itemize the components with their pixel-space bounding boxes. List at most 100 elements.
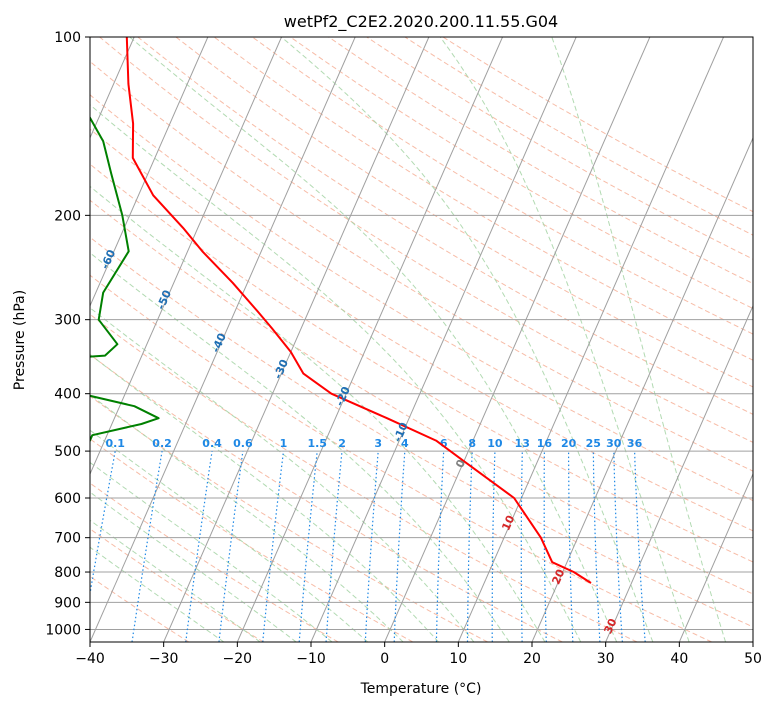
- y-tick-label: 200: [54, 208, 81, 224]
- mixing-ratio-label: 10: [487, 437, 503, 450]
- temperature-profile: [125, 37, 592, 584]
- isotherm-label: -80: [0, 172, 4, 196]
- moist-adiabat: [90, 491, 297, 642]
- moist-adiabat: [551, 37, 727, 642]
- dry-adiabat: [90, 395, 488, 642]
- isotherm-label: 30: [601, 616, 619, 636]
- mixing-ratio-line: [90, 450, 116, 597]
- x-tick-label: 10: [449, 651, 467, 667]
- mixing-ratio-line: [568, 451, 574, 642]
- x-tick-label: 30: [597, 651, 615, 667]
- mixing-ratio-line: [298, 451, 318, 642]
- isotherm-line: [0, 37, 61, 642]
- mixing-ratio-label: 25: [586, 437, 601, 450]
- dry-adiabat: [90, 575, 190, 642]
- mixing-ratio-label: 0.4: [202, 437, 222, 450]
- isotherm-line: [605, 304, 753, 642]
- mixing-ratio-label: 36: [627, 437, 643, 450]
- x-tick-label: −10: [296, 651, 326, 667]
- dry-adiabat: [90, 128, 753, 532]
- isotherm-label: 10: [499, 513, 517, 533]
- mixing-ratio-line: [364, 451, 379, 642]
- moist-adiabat: [439, 37, 690, 642]
- dry-adiabat: [90, 60, 753, 472]
- dry-adiabat: [290, 37, 753, 310]
- moist-adiabat: [90, 104, 582, 642]
- isotherm-line: [90, 37, 356, 642]
- mixing-ratio-line: [185, 451, 213, 642]
- moist-adiabat: [90, 252, 510, 642]
- chart-title: wetPf2_C2E2.2020.200.11.55.G04: [284, 12, 558, 32]
- mixing-ratio-label: 0.2: [152, 437, 172, 450]
- mixing-ratio-label: 1.5: [307, 437, 327, 450]
- mixing-ratio-line: [634, 451, 646, 642]
- dry-adiabat: [90, 313, 638, 642]
- y-tick-label: 900: [54, 595, 81, 611]
- isotherm-line: [678, 472, 753, 642]
- isotherm-label: -60: [98, 247, 118, 271]
- dry-adiabat: [90, 274, 712, 642]
- dry-adiabat: [99, 37, 753, 443]
- mixing-ratio-label: 4: [401, 437, 409, 450]
- dry-adiabat: [328, 37, 753, 285]
- y-tick-label: 500: [54, 444, 81, 460]
- x-tick-label: 20: [523, 651, 541, 667]
- dry-adiabat: [213, 37, 753, 361]
- isotherm-line: [310, 37, 577, 642]
- dry-adiabat: [90, 353, 563, 642]
- y-tick-label: 600: [54, 491, 81, 507]
- y-tick-label: 800: [54, 565, 81, 581]
- isotherm-label: -20: [333, 384, 353, 408]
- x-tick-label: −20: [223, 651, 253, 667]
- moist-adiabat: [90, 394, 404, 642]
- mixing-ratio-label: 20: [561, 437, 577, 450]
- x-axis-label: Temperature (°C): [360, 681, 482, 697]
- isotherm-label: -50: [154, 288, 174, 312]
- mixing-ratio-label: 30: [606, 437, 622, 450]
- isotherm-label: -40: [209, 331, 229, 355]
- y-tick-label: 300: [54, 313, 81, 329]
- moist-adiabat: [90, 353, 439, 642]
- plot-area: 0.10.20.40.611.52346810131620253036-100-…: [0, 37, 753, 642]
- mixing-ratio-line: [435, 451, 445, 642]
- isotherm-line: [457, 37, 724, 642]
- mixing-ratio-line: [262, 451, 285, 642]
- moist-adiabat: [90, 461, 333, 642]
- mixing-ratio-line: [325, 451, 343, 642]
- mixing-ratio-label: 1: [280, 437, 288, 450]
- axes: −40 −30 −20 −10 0 10 20 30 40 5010020030040050060…: [45, 30, 762, 667]
- moist-adiabat: [90, 185, 546, 642]
- isotherm-line: [384, 37, 651, 642]
- mixing-ratio-line: [393, 451, 406, 642]
- dry-adiabat: [90, 199, 753, 595]
- dry-adiabat: [442, 37, 753, 213]
- x-tick-label: 50: [744, 651, 762, 667]
- mixing-ratio-label: 0.6: [233, 437, 253, 450]
- mixing-ratio-label: 8: [468, 437, 476, 450]
- y-tick-label: 700: [54, 531, 81, 547]
- mixing-ratio-label: 6: [440, 437, 448, 450]
- x-tick-label: 40: [670, 651, 688, 667]
- mixing-ratio-label: 3: [374, 437, 382, 450]
- moist-adiabat: [90, 519, 261, 642]
- x-tick-label: −40: [75, 651, 105, 667]
- dry-adiabat: [175, 37, 753, 388]
- mixing-ratio-label: 2: [338, 437, 346, 450]
- moist-adiabat: [281, 37, 654, 642]
- dry-adiabat: [90, 482, 339, 642]
- x-tick-label: −30: [149, 651, 179, 667]
- isotherm-line: [531, 136, 753, 642]
- x-tick-label: 0: [380, 651, 389, 667]
- y-axis-label: Pressure (hPa): [12, 290, 28, 390]
- mixing-ratio-line: [592, 451, 601, 642]
- isotherm-line: [163, 37, 430, 642]
- dewpoint-profile: [90, 115, 160, 443]
- y-tick-label: 1000: [45, 622, 81, 638]
- isotherm-line: [236, 37, 503, 642]
- plot-frame: [89, 36, 754, 643]
- dry-adiabat: [90, 94, 753, 502]
- dry-adiabat: [90, 163, 753, 563]
- mixing-ratio-line: [466, 451, 473, 642]
- moist-adiabat: [90, 307, 475, 642]
- moist-adiabat: [129, 37, 618, 642]
